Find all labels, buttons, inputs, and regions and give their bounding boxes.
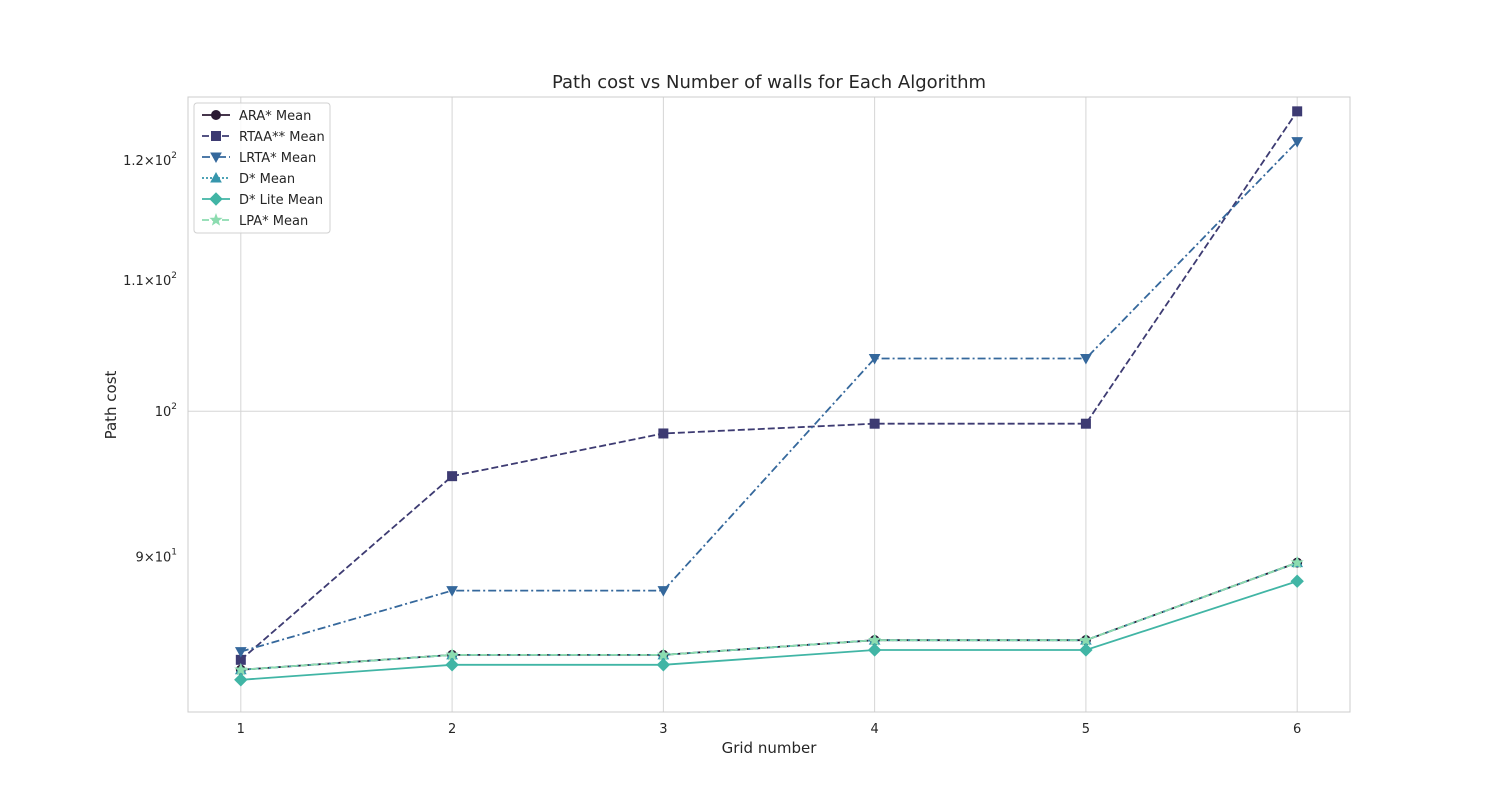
legend-label: ARA* Mean (239, 109, 311, 124)
series-4 (234, 574, 1304, 687)
legend-item: RTAA** Mean (202, 130, 325, 145)
data-point (868, 633, 882, 646)
data-point (1080, 418, 1091, 429)
y-tick-label: 9×101 (136, 547, 177, 565)
data-point (445, 647, 459, 661)
series-2 (234, 137, 1304, 658)
series-line (240, 140, 1298, 653)
data-point (1080, 353, 1092, 365)
legend-marker (209, 213, 223, 226)
legend-item: D* Lite Mean (202, 192, 323, 208)
y-axis: 9×101 102 1.1×102 1.2×102 (123, 151, 177, 566)
data-point (234, 647, 247, 658)
legend-label: RTAA** Mean (239, 130, 325, 145)
y-tick-label: 102 (155, 402, 177, 420)
plot-frame (187, 96, 1351, 713)
series-3 (234, 556, 1304, 675)
data-point (869, 418, 880, 429)
series-1 (235, 106, 1303, 665)
x-axis: 1 2 3 4 5 6 (237, 722, 1302, 737)
data-point (1291, 137, 1304, 148)
data-point (1292, 106, 1303, 117)
x-axis-label: Grid number (722, 739, 818, 757)
data-point (1079, 643, 1093, 657)
data-point (867, 643, 882, 657)
grid (188, 97, 1350, 712)
data-point (445, 658, 459, 672)
y-axis-label: Path cost (102, 370, 120, 439)
series-layer (234, 106, 1304, 687)
legend-marker (211, 110, 221, 120)
series-5 (234, 555, 1304, 676)
x-tick-label: 6 (1293, 722, 1301, 737)
legend: ARA* Mean RTAA** Mean LRTA* Mean D* Mean D* … (193, 102, 331, 234)
legend-marker (210, 152, 222, 164)
data-point (447, 471, 458, 482)
data-point (446, 586, 458, 597)
data-point (656, 658, 671, 672)
legend-label: D* Lite Mean (239, 193, 323, 208)
data-point (234, 662, 248, 676)
data-point (658, 428, 669, 439)
legend-marker (209, 192, 223, 206)
legend-item: LPA* Mean (202, 213, 308, 229)
series-line (240, 561, 1298, 671)
chart-title: Path cost vs Number of walls for Each Al… (552, 72, 986, 93)
legend-marker (211, 131, 221, 141)
data-point (234, 673, 248, 687)
legend-label: D* Mean (239, 172, 295, 187)
x-tick-label: 4 (870, 722, 878, 737)
legend-item: ARA* Mean (202, 109, 311, 124)
series-line (240, 561, 1298, 671)
x-tick-label: 5 (1082, 722, 1090, 737)
data-point (1079, 633, 1093, 646)
series-line (240, 580, 1298, 681)
x-tick-label: 1 (237, 722, 245, 737)
legend-label: LRTA* Mean (239, 151, 316, 166)
data-point (656, 647, 670, 661)
data-point (657, 586, 670, 597)
legend-label: LPA* Mean (239, 214, 308, 229)
x-tick-label: 3 (659, 722, 667, 737)
legend-marker (210, 171, 222, 183)
legend-item: LRTA* Mean (202, 151, 316, 166)
y-tick-label: 1.1×102 (123, 271, 177, 289)
data-point (1290, 555, 1304, 569)
series-line (240, 561, 1298, 671)
data-point (868, 353, 881, 365)
x-tick-label: 2 (448, 722, 456, 737)
data-point (1290, 574, 1304, 588)
legend-item: D* Mean (202, 171, 295, 187)
series-line (240, 110, 1298, 661)
y-tick-label: 1.2×102 (123, 151, 177, 169)
